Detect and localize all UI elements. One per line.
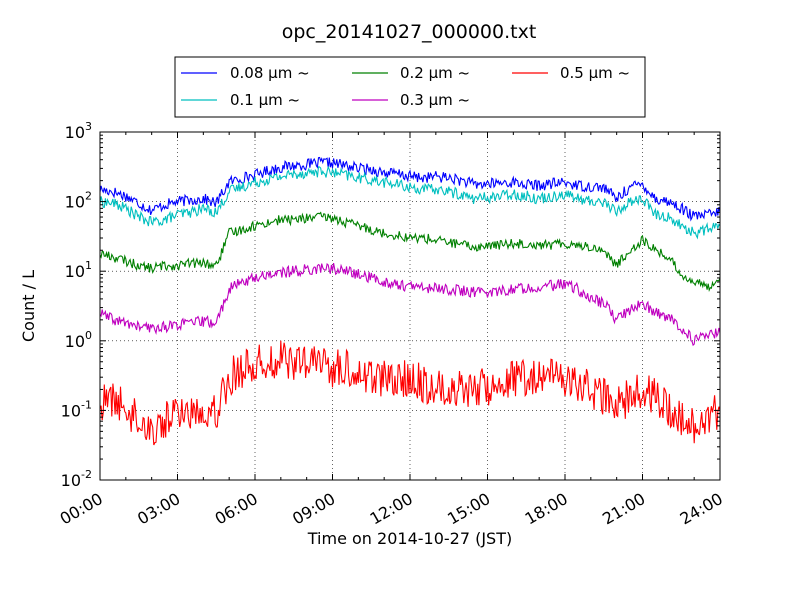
y-tick-base: 10 — [65, 123, 85, 142]
y-tick-exponent: 3 — [85, 120, 92, 133]
y-tick-exponent: -2 — [81, 468, 92, 481]
series-line — [99, 211, 721, 293]
series-line — [99, 340, 721, 446]
legend-label: 0.08 μm ~ — [230, 64, 310, 82]
y-tick-exponent: -1 — [81, 398, 92, 411]
legend-label: 0.2 μm ~ — [400, 64, 470, 82]
y-tick-label: 102 — [65, 190, 92, 212]
y-tick-label: 10-2 — [61, 468, 92, 490]
y-tick-exponent: 2 — [85, 190, 92, 203]
series-line — [99, 165, 721, 240]
legend-box — [174, 56, 646, 118]
series-line — [99, 262, 721, 347]
y-tick-exponent: 1 — [85, 259, 92, 272]
series-line — [99, 156, 721, 222]
y-tick-base: 10 — [61, 401, 81, 420]
y-tick-exponent: 0 — [85, 329, 92, 342]
y-tick-label: 101 — [65, 259, 92, 281]
chart-title: opc_20141027_000000.txt — [282, 21, 537, 43]
x-axis-label: Time on 2014-10-27 (JST) — [307, 529, 512, 548]
y-tick-label: 10-1 — [61, 398, 92, 420]
y-tick-base: 10 — [61, 471, 81, 490]
y-axis-label: Count / L — [19, 270, 38, 342]
legend-label: 0.5 μm ~ — [560, 64, 630, 82]
y-tick-base: 10 — [65, 262, 85, 281]
y-tick-base: 10 — [65, 332, 85, 351]
data-series — [99, 156, 721, 446]
legend-label: 0.3 μm ~ — [400, 91, 470, 109]
axis-ticks — [99, 131, 721, 481]
y-tick-label: 103 — [65, 120, 92, 142]
legend-label: 0.1 μm ~ — [230, 91, 300, 109]
y-tick-base: 10 — [65, 193, 85, 212]
legend: 0.08 μm ~ 0.1 μm ~ 0.2 μm ~ 0.3 μm ~ 0.5 μm … — [174, 56, 646, 118]
y-tick-label: 100 — [65, 329, 92, 351]
